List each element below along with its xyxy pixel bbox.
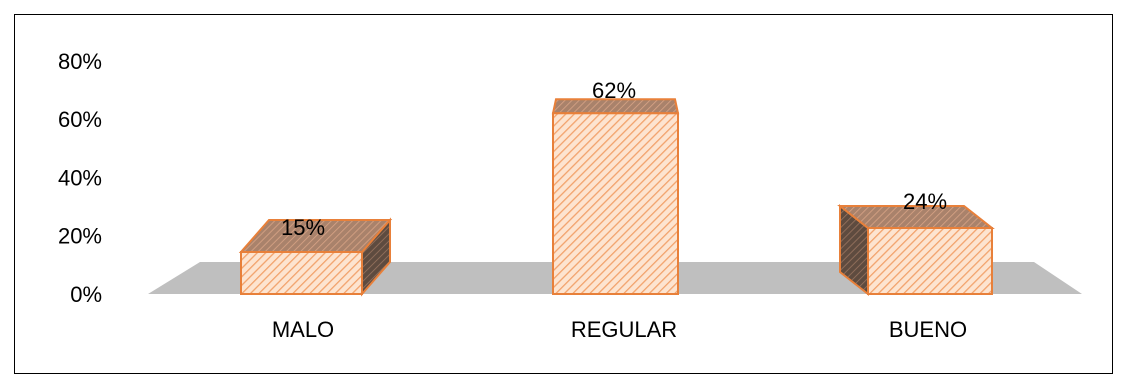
data-labels-group: 15% 62% 24% — [281, 78, 947, 240]
y-tick-label: 80% — [58, 49, 102, 74]
y-tick-label: 40% — [58, 165, 102, 190]
data-label-regular: 62% — [592, 78, 636, 103]
bar-bueno — [837, 203, 995, 297]
bar-malo — [238, 217, 393, 297]
y-axis-ticks: 0% 20% 40% 60% 80% — [58, 49, 102, 307]
category-label-malo: MALO — [272, 317, 334, 342]
data-label-malo: 15% — [281, 215, 325, 240]
data-label-bueno: 24% — [903, 189, 947, 214]
bar-front — [552, 112, 679, 295]
y-tick-label: 60% — [58, 107, 102, 132]
category-labels-group: MALO REGULAR BUENO — [272, 317, 967, 342]
y-tick-label: 20% — [58, 224, 102, 249]
category-label-bueno: BUENO — [889, 317, 967, 342]
bar-front — [240, 251, 363, 295]
category-label-regular: REGULAR — [571, 317, 677, 342]
y-tick-label: 0% — [70, 282, 102, 307]
bar-regular — [551, 98, 680, 295]
bar-front — [867, 227, 993, 295]
bars-group — [238, 98, 995, 297]
